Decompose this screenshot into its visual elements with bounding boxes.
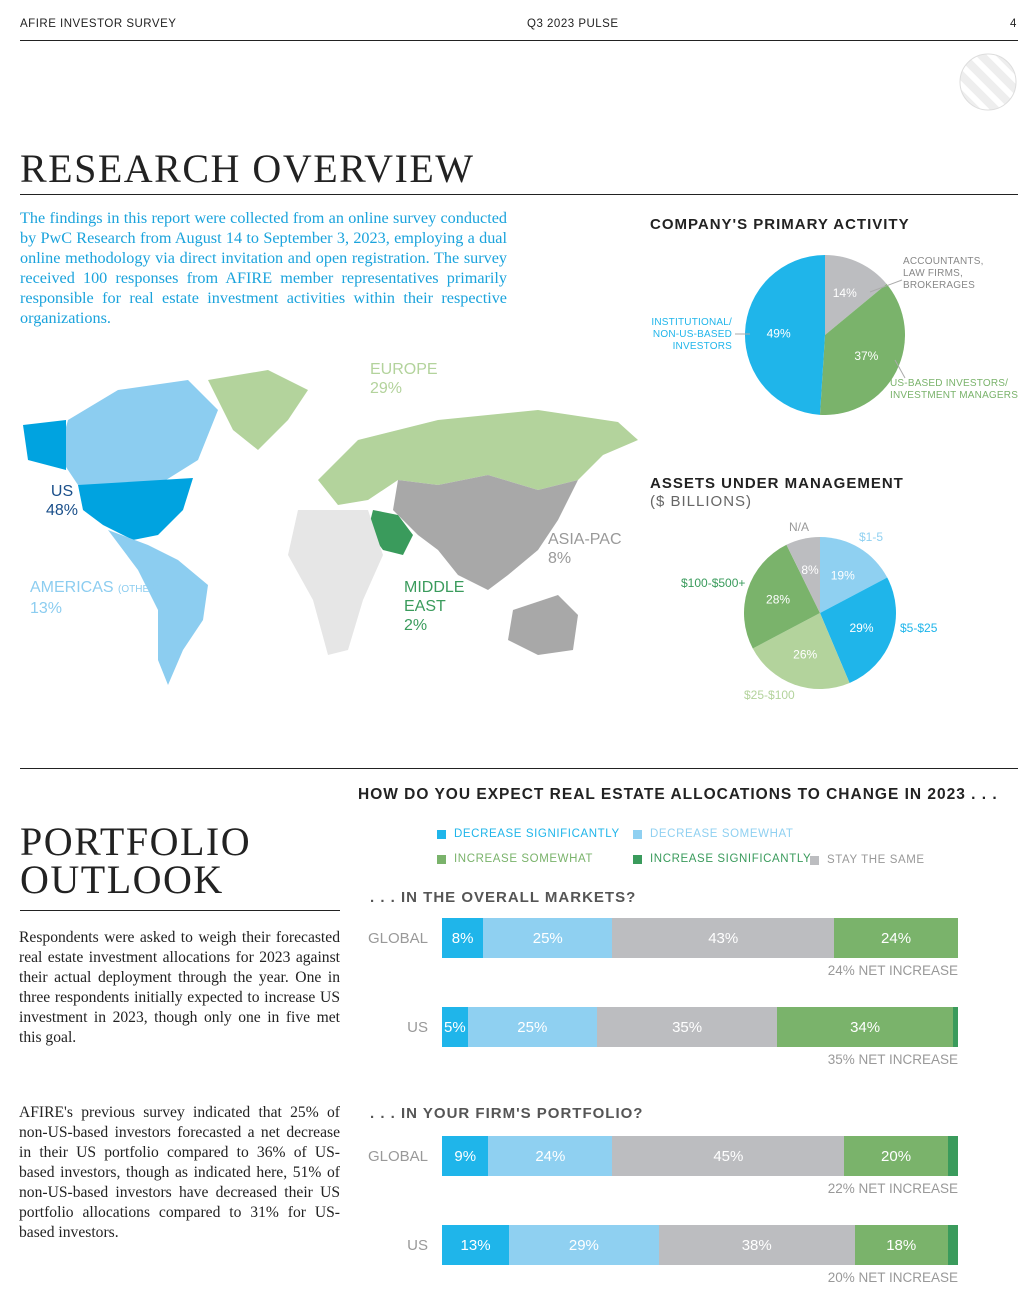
bar-segment: 29% xyxy=(509,1225,659,1265)
map-label-europe: EUROPE 29% xyxy=(370,361,438,397)
bar-segment: 34% xyxy=(777,1007,953,1047)
stacked-bar: 9% 24% 45% 20% xyxy=(442,1136,958,1176)
stacked-bar: 13% 29% 38% 18% xyxy=(442,1225,958,1265)
bar-segment: 38% xyxy=(658,1225,855,1265)
bar-segment: 25% xyxy=(467,1007,597,1047)
pie-data-label: 49% xyxy=(767,327,791,341)
net-increase-label: 35% NET INCREASE xyxy=(827,1052,958,1067)
pie-slice xyxy=(825,255,887,335)
pie-data-label: 28% xyxy=(766,592,790,606)
map-region-alaska xyxy=(23,420,66,470)
bar-segment: 25% xyxy=(483,918,613,958)
group-title-overall: . . . IN THE OVERALL MARKETS? xyxy=(370,889,637,906)
legend-decrease-somewhat: DECREASE SOMEWHAT xyxy=(633,828,794,840)
group-title-firm: . . . IN YOUR FIRM'S PORTFOLIO? xyxy=(370,1105,644,1122)
chart-title-activity: COMPANY'S PRIMARY ACTIVITY xyxy=(650,216,910,233)
bar-segment: 8% xyxy=(442,918,484,958)
pie-data-label: 14% xyxy=(833,286,857,300)
pie-slice xyxy=(745,255,825,415)
bar-segment: 45% xyxy=(612,1136,845,1176)
pie-chart-aum: 19% 29% 26% 28% 8% xyxy=(744,537,896,689)
pie-label-us-based: US-BASED INVESTORS/ INVESTMENT MANAGERS xyxy=(890,378,1019,401)
pie-data-label: 8% xyxy=(801,563,819,577)
map-label-us: US 48% xyxy=(46,483,79,519)
page-number: 4 xyxy=(1010,18,1017,30)
intro-paragraph: The findings in this report were collect… xyxy=(20,209,507,327)
leader-lines xyxy=(735,279,906,379)
bar-segment: 43% xyxy=(612,918,835,958)
pie-label-na: N/A xyxy=(789,520,810,534)
pie-data-label: 19% xyxy=(831,568,855,582)
bar-segment xyxy=(947,1136,958,1176)
bar-segment: 9% xyxy=(442,1136,489,1176)
pie-slice xyxy=(820,577,896,684)
pie-chart-activity: 14% 37% 49% xyxy=(745,255,905,415)
divider xyxy=(20,910,340,911)
map-label-americas: AMERICAS (OTHER) 13% xyxy=(30,579,160,617)
net-increase-label: 20% NET INCREASE xyxy=(827,1270,958,1285)
pie-label-institutional: INSTITUTIONAL/ NON-US-BASED INVESTORS xyxy=(651,317,732,352)
net-increase-label: 22% NET INCREASE xyxy=(827,1181,958,1196)
map-label-middle-east: MIDDLE EAST 2% xyxy=(404,579,465,634)
bar-row-label: GLOBAL xyxy=(368,930,429,947)
divider xyxy=(20,768,1018,769)
map-region-latin-america xyxy=(108,530,208,685)
pie-slice xyxy=(819,284,905,415)
bar-row-label: US xyxy=(407,1019,428,1036)
bar-row-label: GLOBAL xyxy=(368,1148,429,1165)
pie-data-label: 26% xyxy=(793,648,817,662)
chart-title-aum: ASSETS UNDER MANAGEMENT xyxy=(650,475,904,492)
pie-slice xyxy=(820,537,888,613)
map-region-europe-russia xyxy=(318,410,638,505)
portfolio-paragraph-1: Respondents were asked to weigh their fo… xyxy=(19,929,340,1046)
stacked-bar: 5% 25% 35% 34% xyxy=(442,1007,958,1047)
bar-segment: 24% xyxy=(488,1136,613,1176)
logo-icon xyxy=(959,53,1017,111)
bar-segment xyxy=(947,1225,958,1265)
bar-segment: 18% xyxy=(854,1225,948,1265)
divider xyxy=(20,40,1018,41)
legend-decrease-significantly: DECREASE SIGNIFICANTLY xyxy=(437,828,620,840)
header-center: Q3 2023 PULSE xyxy=(527,18,619,30)
section-title-portfolio: PORTFOLIO OUTLOOK xyxy=(20,819,252,902)
portfolio-paragraph-2: AFIRE's previous survey indicated that 2… xyxy=(19,1104,340,1241)
bar-segment: 13% xyxy=(442,1225,510,1265)
pie-label-accountants: ACCOUNTANTS, LAW FIRMS, BROKERAGES xyxy=(903,256,984,291)
bar-row-label: US xyxy=(407,1237,428,1254)
header-title: AFIRE INVESTOR SURVEY xyxy=(20,18,177,30)
bar-segment: 5% xyxy=(442,1007,468,1047)
world-map xyxy=(23,370,638,685)
pie-label-5-25: $5-$25 xyxy=(900,621,938,635)
legend-increase-significantly: INCREASE SIGNIFICANTLY xyxy=(633,853,811,865)
map-region-us xyxy=(78,478,193,540)
bar-segment: 24% xyxy=(834,918,958,958)
legend-increase-somewhat: INCREASE SOMEWHAT xyxy=(437,853,593,865)
stacked-bar: 8% 25% 43% 24% xyxy=(442,918,958,958)
divider xyxy=(20,194,1018,195)
pie-slice xyxy=(786,537,820,613)
pie-label-25-100: $25-$100 xyxy=(744,688,795,702)
pie-data-label: 29% xyxy=(850,621,874,635)
pie-slice xyxy=(752,613,850,689)
map-region-africa xyxy=(288,510,383,655)
legend-stay-the-same: STAY THE SAME xyxy=(810,854,925,866)
pie-label-1-5: $1-5 xyxy=(859,530,884,544)
pie-data-label: 37% xyxy=(854,349,878,363)
bar-chart-title: HOW DO YOU EXPECT REAL ESTATE ALLOCATION… xyxy=(358,786,998,803)
page-title: RESEARCH OVERVIEW xyxy=(20,146,475,191)
map-region-australia xyxy=(508,595,578,655)
map-label-asia-pac: ASIA-PAC 8% xyxy=(548,531,622,567)
bar-segment xyxy=(952,1007,958,1047)
map-region-greenland xyxy=(208,370,308,450)
chart-subtitle-aum: ($ BILLIONS) xyxy=(650,493,753,510)
pie-label-100-500: $100-$500+ xyxy=(681,576,746,590)
bar-segment: 35% xyxy=(596,1007,778,1047)
pie-slice xyxy=(744,544,820,649)
bar-segment: 20% xyxy=(844,1136,948,1176)
net-increase-label: 24% NET INCREASE xyxy=(827,963,958,978)
map-region-canada xyxy=(58,380,218,485)
map-region-asia-pac xyxy=(393,475,578,590)
